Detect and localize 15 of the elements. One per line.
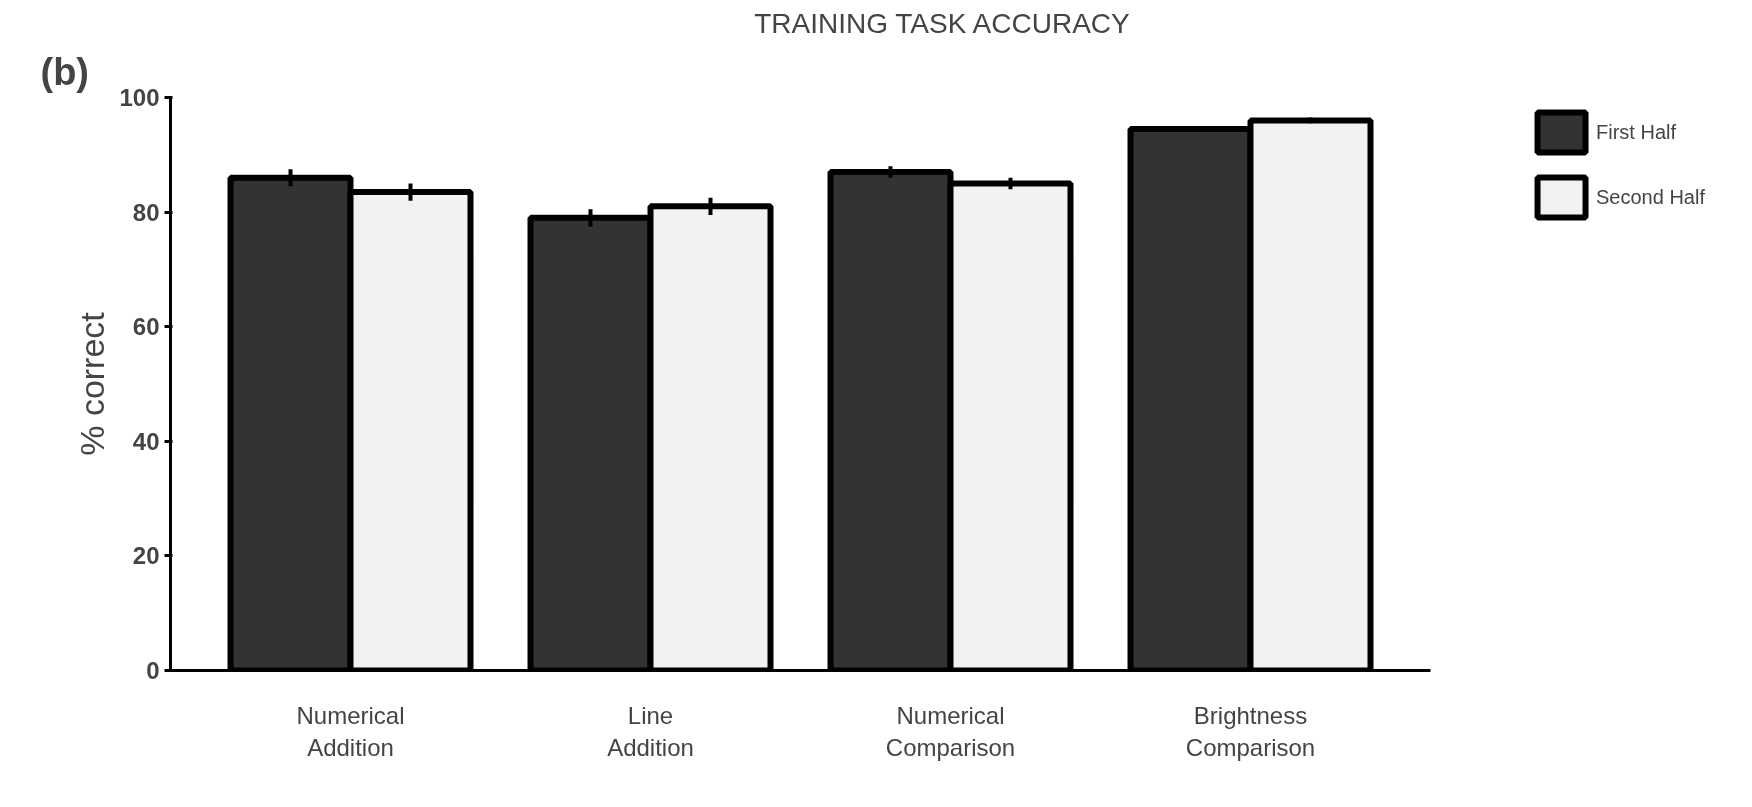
legend-label: Second Half <box>1596 185 1705 209</box>
y-axis-title: % correct <box>73 311 112 456</box>
y-tick-label: 80 <box>132 198 160 226</box>
x-tick-label: Brightness Comparison <box>1185 701 1316 761</box>
chart-title: TRAINING TASK ACCURACY <box>754 7 1131 39</box>
x-tick-label: Numerical Addition <box>296 701 405 761</box>
y-tick-label: 0 <box>146 657 160 684</box>
y-tick-label: 100 <box>119 84 160 111</box>
legend-label: First Half <box>1596 120 1677 144</box>
x-tick-label: Numerical Comparison <box>885 701 1016 761</box>
y-tick-label: 60 <box>132 313 160 341</box>
y-tick-label: 40 <box>132 427 160 455</box>
y-tick-label: 20 <box>132 542 160 570</box>
text: (b) <box>40 50 90 93</box>
x-tick-label: Line Addition <box>607 701 694 761</box>
